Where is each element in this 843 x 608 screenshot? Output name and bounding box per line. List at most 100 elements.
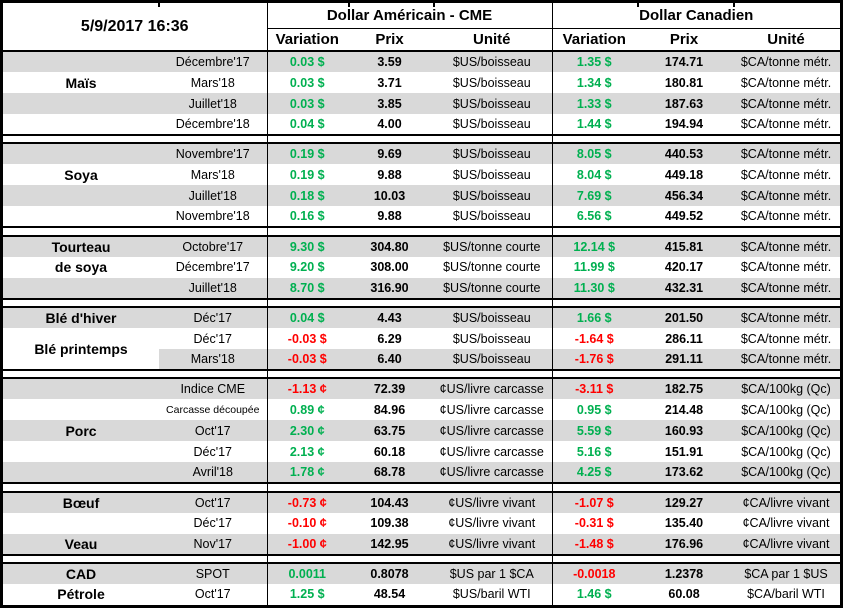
contract-month-cell: Décembre'18 (175, 117, 250, 132)
separator-cell (3, 482, 267, 493)
group-separator-row (3, 226, 841, 237)
contract-month-cell: Novembre'17 (159, 143, 267, 165)
contract-month-cell: Déc'17 (193, 444, 233, 459)
us-price-cell: 304.80 (347, 235, 432, 257)
us-unit-cell: $US/boisseau (432, 306, 553, 328)
us-variation-cell: 0.89 ¢ (266, 399, 347, 421)
us-price-cell: 104.43 (347, 491, 432, 513)
ca-variation-cell: 1.66 $ (551, 306, 637, 328)
ca-variation-cell: 1.44 $ (551, 114, 637, 136)
ca-variation-cell: -1.07 $ (551, 491, 637, 513)
group-label-cell: Porc (3, 420, 159, 442)
ca-variation-cell: -1.76 $ (551, 349, 637, 371)
us-unit-cell: ¢US/livre carcasse (432, 420, 553, 442)
us-unit-cell: ¢US/livre vivant (432, 533, 553, 555)
ca-unit-cell: $CA/100kg (Qc) (741, 444, 831, 459)
group-label-cell: Veau (3, 533, 159, 555)
contract-month-cell: Juillet'18 (159, 185, 267, 207)
group-label-cell: Pétrole (57, 586, 105, 603)
group-separator-row (3, 482, 841, 493)
price-row: Blé printemps Déc'17 -0.03 $ 6.29 $US/boisse… (3, 327, 840, 371)
us-unite-header: Unité (432, 28, 553, 52)
contract-month-cell: Déc'17 (193, 516, 233, 531)
us-price-cell: 109.38 (370, 516, 409, 531)
us-unit-cell: $US/boisseau (452, 117, 531, 132)
ca-unit-cell: $CA/tonne métr. (732, 349, 841, 371)
price-row: Porc Oct'17 2.30 ¢ 63.75 ¢US/livre carcasse 5… (3, 420, 841, 442)
ca-unit-cell: $CA/tonne métr. (740, 167, 832, 182)
ca-unit-cell: $CA/baril WTI (747, 587, 825, 602)
contract-month-cell: Oct'17 (159, 491, 267, 513)
ca-unit-cell: $CA/tonne métr. (732, 306, 841, 328)
us-variation-cell: 0.04 $ (266, 114, 347, 136)
price-row: Bœuf Oct'17 -0.73 ¢ 104.43 ¢US/livre vivant -… (3, 491, 841, 513)
ca-unit-cell: $CA/tonne métr. (740, 331, 832, 346)
ca-variation-cell: 8.04 $ (551, 164, 637, 186)
contract-month-cell: Juillet'18 (159, 277, 267, 299)
contract-month-cell: Oct'17 (159, 420, 267, 442)
group-separator-row (3, 369, 841, 380)
ca-unit-cell: $CA/tonne métr. (740, 75, 832, 90)
contract-month-cell: Oct'17 (194, 587, 231, 602)
us-price-cell: 48.54 (373, 587, 406, 602)
ca-prix-header: Prix (636, 28, 733, 52)
ca-variation-cell: 1.46 $ (551, 583, 637, 605)
ca-unit-cell: $CA/tonne métr. (732, 185, 841, 207)
group-label-cell (3, 277, 159, 299)
group-label-cell (3, 399, 159, 420)
us-unit-cell: ¢US/livre carcasse (439, 402, 544, 417)
price-row: Déc'17 2.13 ¢ 60.18 ¢US/livre carcasse 5.16 … (3, 441, 840, 463)
us-variation-cell: 0.03 $ (266, 51, 347, 73)
ca-variation-cell: 4.25 $ (551, 462, 637, 484)
price-row: Veau Nov'17 -1.00 ¢ 142.95 ¢US/livre vivant -… (3, 533, 841, 555)
us-variation-cell: 0.18 $ (266, 185, 347, 207)
group-label-cell: Blé printemps (3, 327, 159, 371)
price-row: Carcasse découpée 0.89 ¢ 84.96 ¢US/livre ca… (3, 399, 840, 421)
ca-unit-cell: $CA/100kg (Qc) (732, 420, 841, 442)
us-variation-cell: 2.13 ¢ (266, 441, 347, 463)
us-variation-cell: 0.03 $ (266, 72, 347, 94)
us-unit-cell: $US/tonne courte (443, 260, 541, 275)
contract-month-cell: Mars'18 (190, 167, 235, 182)
ca-price-cell: 1.2378 (636, 562, 733, 584)
us-variation-cell: -0.03 $ (266, 349, 347, 371)
us-price-cell: 0.8078 (347, 562, 432, 584)
ca-variation-cell: 12.14 $ (551, 235, 637, 257)
ca-variation-cell: -3.11 $ (551, 378, 637, 400)
group-label-cell: Maïs (65, 74, 97, 91)
group-label-cell (3, 441, 159, 462)
ca-price-cell: 182.75 (636, 378, 733, 400)
separator-cell (3, 297, 267, 308)
separator-cell (3, 369, 267, 380)
us-price-cell: 142.95 (347, 533, 432, 555)
ca-unit-cell: $CA par 1 $US (732, 562, 841, 584)
us-variation-cell: -1.13 ¢ (266, 378, 347, 400)
us-unit-cell: $US/tonne courte (432, 277, 553, 299)
us-price-cell: 3.71 (377, 75, 402, 90)
us-unit-cell: ¢US/livre vivant (448, 516, 536, 531)
us-unit-cell: $US/boisseau (452, 209, 531, 224)
contract-month-cell: Juillet'18 (159, 93, 267, 115)
group-label-cell (3, 378, 159, 400)
price-row: Novembre'17 0.19 $9.69 $US/boisseau 8.05 $4… (3, 143, 841, 165)
us-unit-cell: $US/boisseau (432, 51, 553, 73)
price-row: de soya Décembre'17 9.20 $ 308.00 $US/tonne … (3, 256, 840, 278)
us-unit-cell: $US/boisseau (452, 75, 531, 90)
ca-unit-cell: $CA/tonne métr. (732, 143, 841, 165)
ca-unit-cell: $CA/tonne métr. (740, 117, 832, 132)
column-tick (158, 3, 160, 7)
ca-unit-cell: $CA/tonne métr. (740, 260, 832, 275)
us-unit-cell: $US/tonne courte (432, 235, 553, 257)
ca-price-cell: 176.96 (636, 533, 733, 555)
price-row: Indice CME -1.13 ¢ 72.39 ¢US/livre carcasse… (3, 378, 841, 400)
us-variation-cell: 0.03 $ (266, 93, 347, 115)
ca-variation-cell: -1.64 $ (551, 327, 637, 350)
us-variation-cell: 1.25 $ (266, 583, 347, 605)
us-variation-cell: 8.70 $ (266, 277, 347, 299)
us-unit-cell: $US par 1 $CA (432, 562, 553, 584)
us-price-cell: 4.43 (347, 306, 432, 328)
ca-variation-header: Variation (551, 28, 637, 52)
contract-month-cell: Nov'17 (159, 533, 267, 555)
header-row-columns: Variation Prix Unité Variation Prix Unit… (3, 28, 841, 52)
